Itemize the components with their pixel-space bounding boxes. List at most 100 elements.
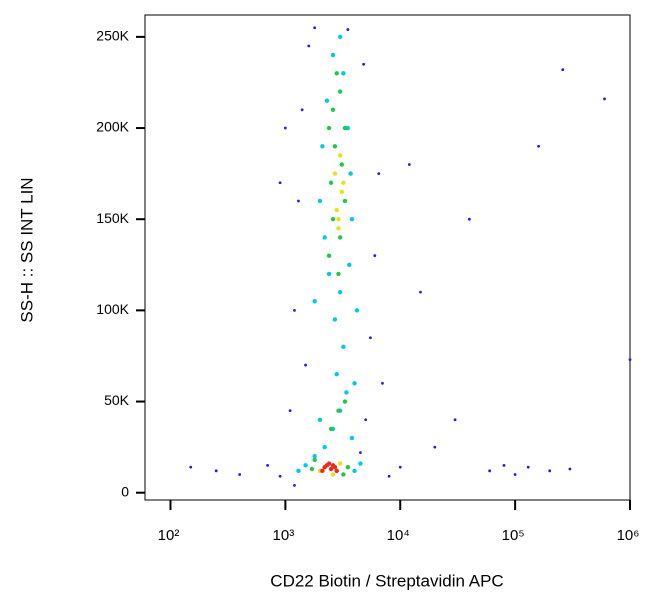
data-point [342, 125, 348, 131]
data-point [330, 472, 336, 477]
x-tick-label: 10² [158, 527, 180, 544]
data-point [330, 217, 336, 222]
data-point [303, 463, 308, 468]
data-point [214, 469, 218, 473]
data-point [324, 463, 330, 468]
y-tick-label: 200K [96, 119, 129, 135]
data-point [332, 171, 338, 176]
y-tick-label: 0 [121, 483, 129, 499]
data-point [336, 271, 341, 277]
data-point [330, 463, 336, 468]
data-point [345, 464, 351, 470]
data-point [320, 144, 325, 149]
data-point [309, 466, 315, 472]
data-point [317, 198, 323, 204]
data-point [354, 308, 360, 313]
x-axis-title: CD22 Biotin / Streptavidin APC [270, 571, 503, 590]
data-point [324, 98, 330, 103]
data-point [342, 198, 348, 204]
data-point [307, 44, 311, 48]
data-point [330, 52, 336, 58]
data-point [336, 408, 341, 413]
data-point [283, 126, 287, 130]
data-point [352, 381, 357, 386]
data-point [326, 125, 332, 131]
data-point [278, 181, 282, 185]
data-point [339, 189, 345, 195]
data-point [297, 199, 300, 203]
data-point [373, 254, 377, 258]
y-tick-label: 250K [96, 28, 129, 44]
data-point [339, 162, 345, 167]
data-point [344, 390, 349, 395]
x-tick-label: 10⁴ [387, 527, 410, 544]
data-point [337, 461, 343, 466]
data-point [334, 71, 339, 76]
data-point [336, 226, 341, 231]
data-point [334, 371, 339, 377]
data-point [349, 217, 355, 222]
data-point [337, 289, 343, 295]
data-point [488, 469, 492, 473]
data-point [337, 235, 343, 240]
data-point [362, 62, 366, 66]
data-point [537, 144, 540, 148]
data-point [352, 468, 357, 474]
x-tick-label: 10⁶ [617, 527, 640, 544]
data-point [568, 467, 572, 471]
data-point [341, 180, 346, 185]
data-point [561, 68, 565, 72]
data-point [407, 163, 411, 166]
x-tick-label: 10⁵ [502, 527, 525, 544]
data-point [313, 26, 317, 30]
data-point [317, 417, 323, 422]
data-point [238, 473, 242, 476]
data-point [419, 290, 422, 294]
data-point [348, 171, 353, 176]
y-tick-label: 50K [104, 392, 130, 408]
data-point [347, 262, 352, 267]
data-point [334, 207, 339, 213]
data-point [304, 363, 307, 367]
data-point [293, 308, 296, 312]
data-point [628, 358, 632, 362]
data-point [189, 465, 193, 469]
data-point [342, 399, 348, 404]
data-point [293, 484, 296, 487]
data-point [332, 144, 338, 149]
data-point [330, 107, 336, 113]
data-point [328, 466, 334, 472]
data-point [326, 271, 332, 277]
data-point [337, 89, 343, 94]
y-tick-label: 150K [96, 210, 129, 226]
data-point [398, 465, 402, 469]
data-point [364, 418, 368, 422]
data-point [358, 461, 363, 466]
data-point [341, 472, 346, 477]
plot-frame [144, 14, 631, 501]
data-point [346, 28, 350, 31]
data-point [359, 451, 362, 454]
x-tick-label: 10³ [273, 527, 295, 544]
data-point [369, 336, 372, 340]
data-point [433, 445, 437, 449]
data-point [296, 468, 301, 474]
data-point [468, 217, 471, 221]
data-point [377, 172, 381, 176]
data-point [381, 381, 384, 385]
data-point [326, 253, 332, 258]
data-point [502, 463, 506, 467]
data-point [526, 465, 530, 469]
data-point [334, 468, 339, 474]
data-point [288, 409, 292, 413]
data-point [312, 457, 317, 463]
data-point [322, 444, 327, 450]
y-tick-label: 100K [96, 301, 129, 317]
data-point [300, 108, 304, 112]
data-point [349, 435, 355, 441]
data-point [548, 469, 552, 473]
data-point [336, 217, 341, 222]
data-point [387, 474, 391, 478]
data-point [322, 235, 327, 240]
